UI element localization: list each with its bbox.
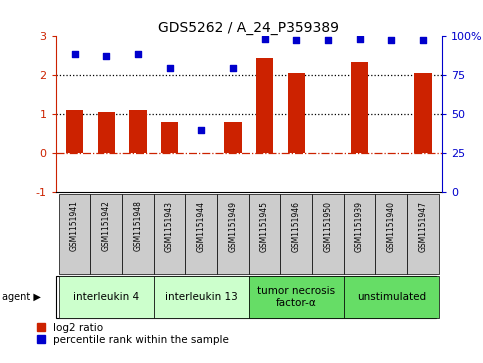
Bar [281,194,312,274]
Text: GSM1151946: GSM1151946 [292,201,301,252]
Text: GSM1151941: GSM1151941 [70,201,79,252]
Text: GSM1151950: GSM1151950 [324,201,332,252]
Text: GSM1151949: GSM1151949 [228,201,238,252]
Bar [344,194,375,274]
Text: GSM1151942: GSM1151942 [102,201,111,252]
Legend: log2 ratio, percentile rank within the sample: log2 ratio, percentile rank within the s… [37,323,229,345]
Point [134,51,142,57]
Point [292,37,300,43]
Bar [407,194,439,274]
Title: GDS5262 / A_24_P359389: GDS5262 / A_24_P359389 [158,21,339,35]
Bar [90,194,122,274]
Text: unstimulated: unstimulated [357,292,426,302]
Bar [59,276,154,318]
Text: interleukin 13: interleukin 13 [165,292,238,302]
Point [198,127,205,133]
Text: interleukin 4: interleukin 4 [73,292,139,302]
Bar [249,276,344,318]
Text: tumor necrosis
factor-α: tumor necrosis factor-α [257,286,335,307]
Bar [129,110,147,153]
Point [261,37,269,42]
Bar [122,194,154,274]
Bar [59,194,90,274]
Point [356,37,364,42]
Bar [224,122,242,153]
Bar [193,152,210,153]
Point [102,53,110,59]
Text: GSM1151940: GSM1151940 [387,201,396,252]
Text: GSM1151948: GSM1151948 [133,201,142,252]
Bar [344,276,439,318]
Bar [217,194,249,274]
Bar [66,110,83,153]
Point [71,51,78,57]
Point [166,65,173,71]
Point [419,37,427,43]
Text: agent ▶: agent ▶ [2,292,41,302]
Bar [161,122,178,153]
Text: GSM1151947: GSM1151947 [418,201,427,252]
Point [324,37,332,43]
Bar [414,73,432,153]
Bar [287,73,305,153]
Text: GSM1151943: GSM1151943 [165,201,174,252]
Bar [154,276,249,318]
Text: GSM1151944: GSM1151944 [197,201,206,252]
Text: GSM1151945: GSM1151945 [260,201,269,252]
Bar [185,194,217,274]
Bar [351,62,369,153]
Bar [312,194,344,274]
Bar [98,113,115,153]
Point [229,65,237,71]
Bar [249,194,281,274]
Point [387,37,395,43]
Text: GSM1151939: GSM1151939 [355,201,364,252]
Bar [375,194,407,274]
Bar [256,58,273,153]
Bar [154,194,185,274]
